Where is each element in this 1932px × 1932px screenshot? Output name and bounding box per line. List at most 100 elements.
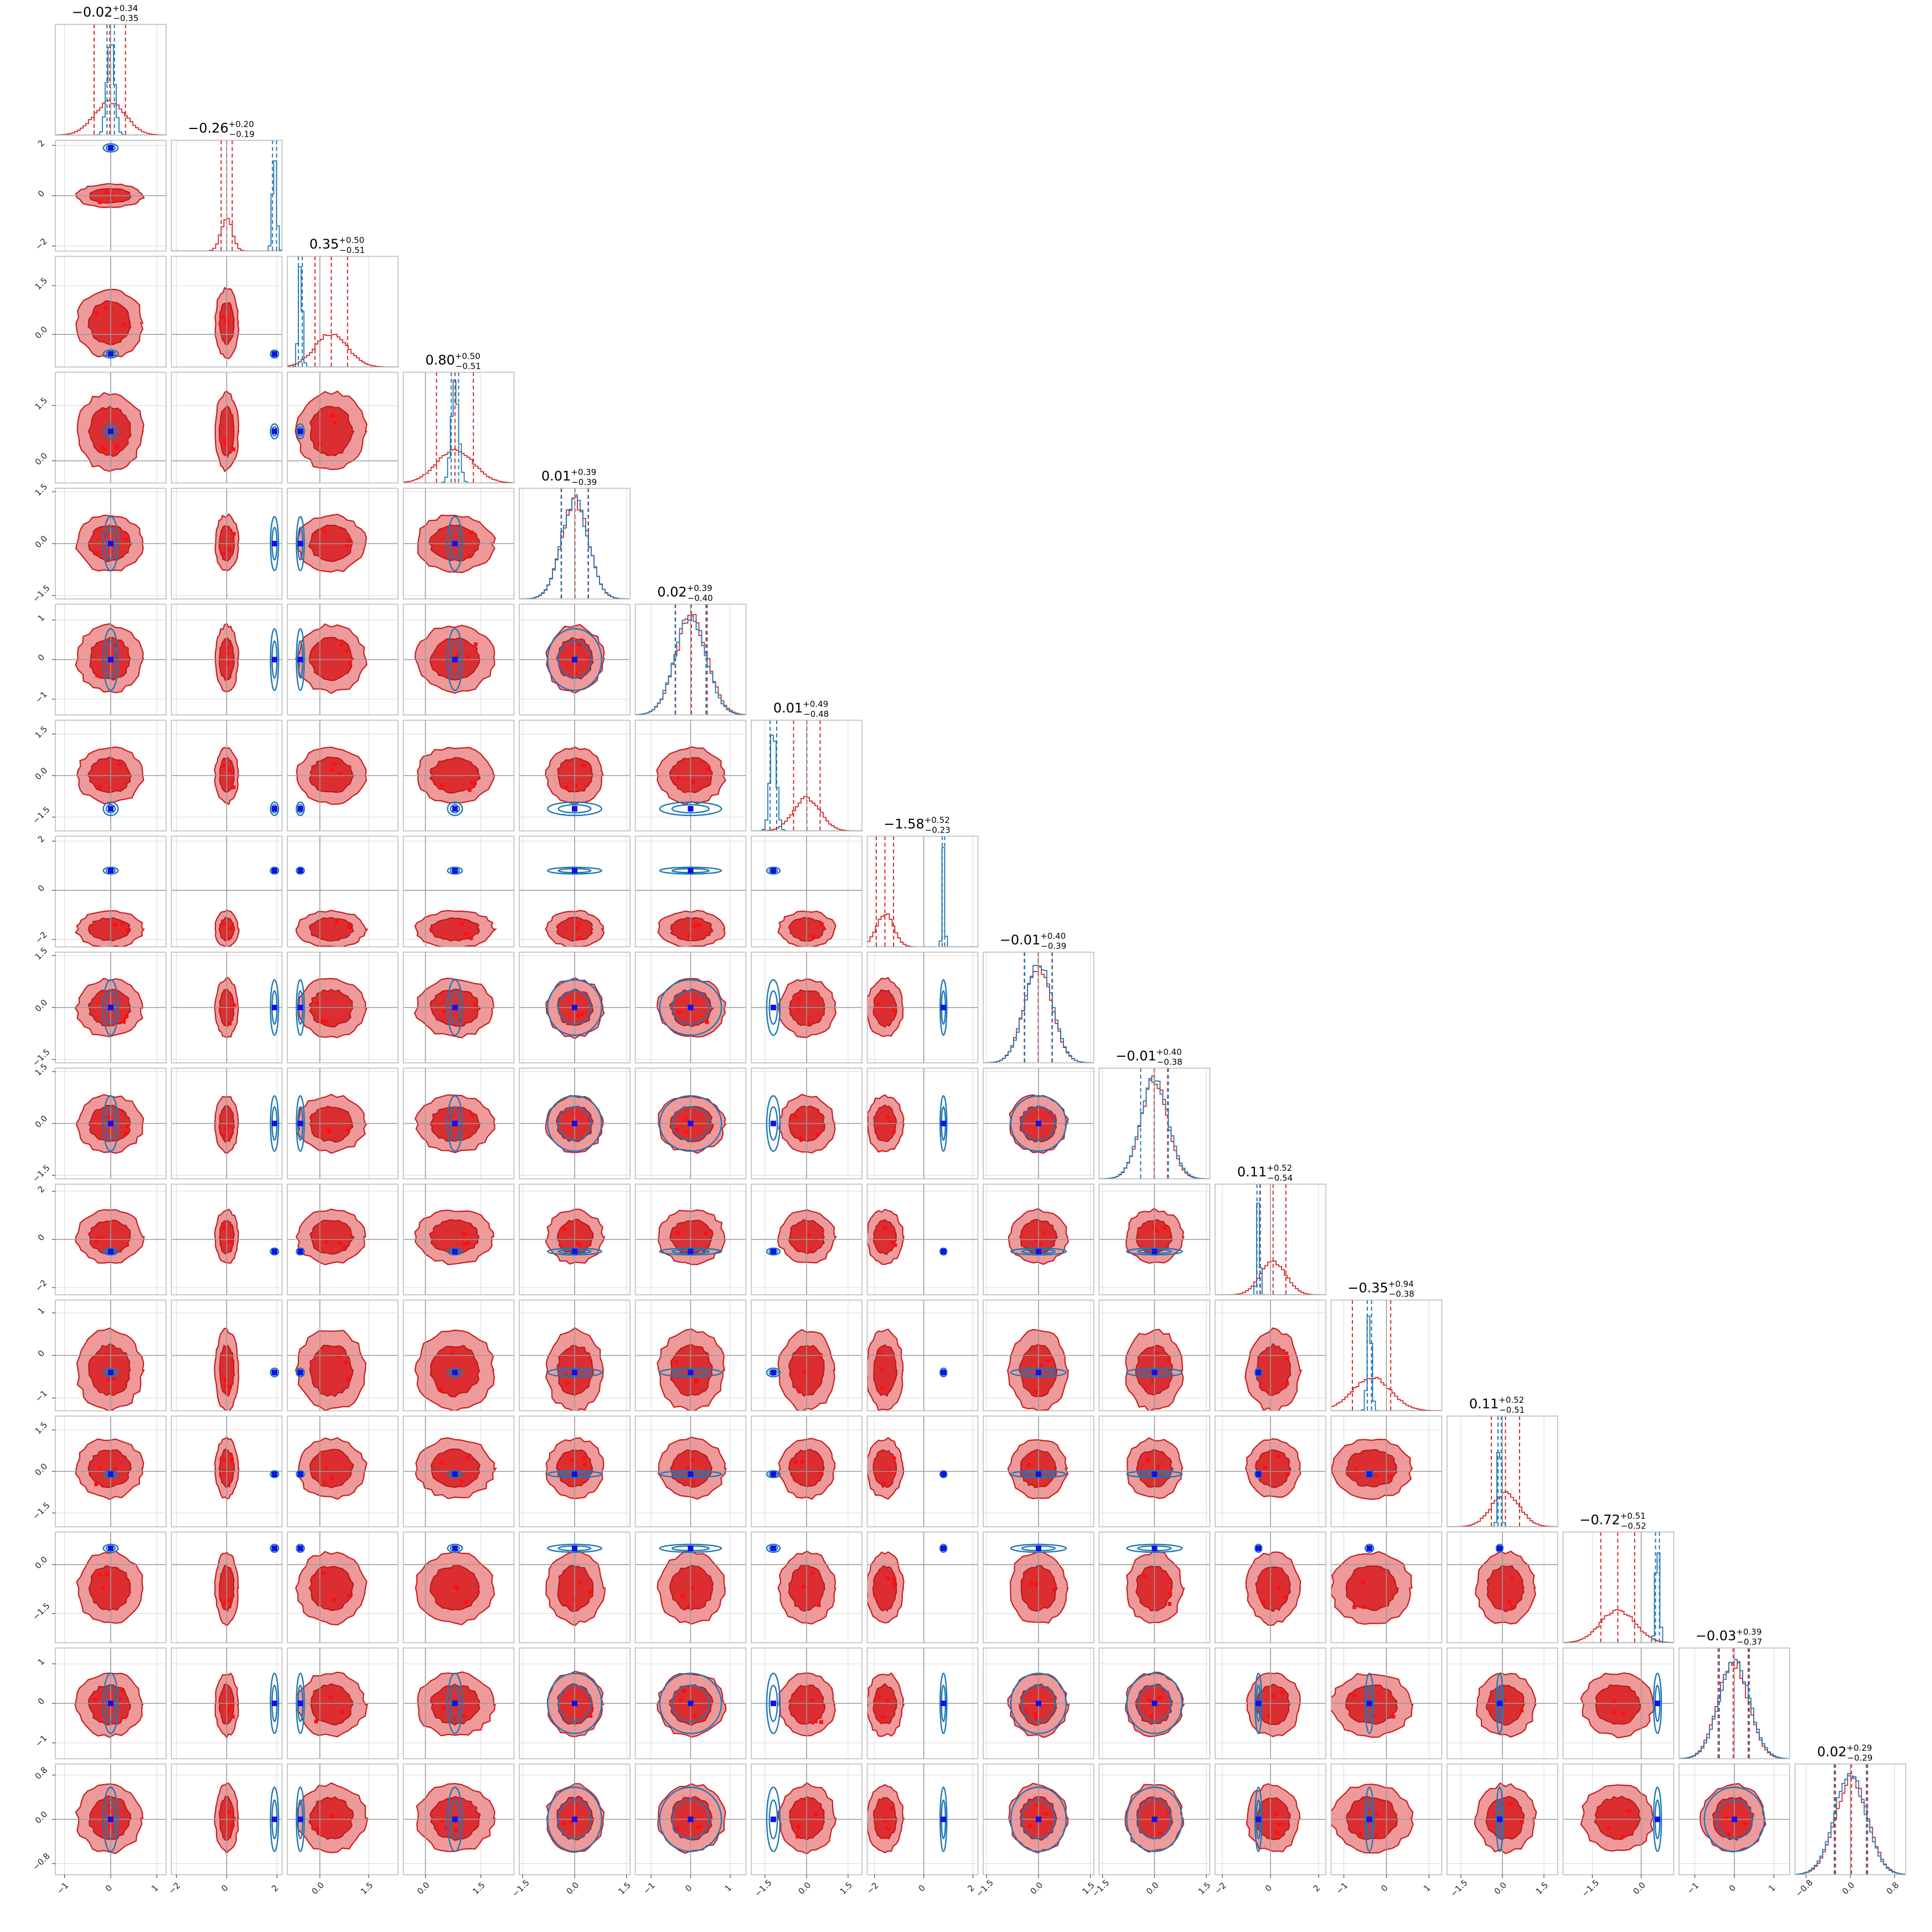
title-value: 0.02 <box>1817 1744 1846 1760</box>
sample-point <box>1033 1390 1037 1394</box>
sample-point <box>883 1226 887 1230</box>
y-tick-label: −2 <box>33 236 49 252</box>
axes-frame <box>1098 1531 1211 1644</box>
y-tick-label: 2 <box>36 834 47 844</box>
truth-marker <box>1366 1545 1372 1551</box>
contour-panel-15-7: −2 0 2 <box>865 1763 979 1896</box>
sample-point <box>227 1384 231 1388</box>
contour-panel-12-7 <box>866 1416 979 1527</box>
sample-point <box>1143 1574 1147 1578</box>
blue-contour-outer <box>102 979 119 1036</box>
sample-point <box>819 922 824 926</box>
axes-frame <box>634 835 747 948</box>
sample-point <box>577 936 582 941</box>
red-contour-inner <box>1595 1684 1642 1725</box>
truth-marker <box>1366 1701 1372 1706</box>
blue-contour-outer <box>1254 1470 1263 1479</box>
truth-marker <box>108 1248 113 1254</box>
sample-point <box>97 200 102 204</box>
sample-point <box>1275 1831 1279 1836</box>
truth-marker <box>108 1370 113 1376</box>
sample-point <box>681 1689 686 1693</box>
sample-point <box>885 1698 890 1702</box>
y-tick-label: −2 <box>33 929 49 945</box>
truth-marker <box>452 867 458 874</box>
axes-frame <box>1678 1647 1790 1759</box>
sample-point <box>123 1132 127 1136</box>
sample-point <box>809 1698 814 1703</box>
truth-marker <box>572 1370 577 1376</box>
sample-point <box>1520 1708 1524 1713</box>
truth-marker <box>297 657 303 663</box>
truth-marker <box>941 1816 947 1822</box>
contour-panel-13-5 <box>634 1531 747 1644</box>
blue-contour-outer <box>102 423 119 440</box>
title-minus: −0.51 <box>456 361 481 371</box>
sample-point <box>106 1378 111 1382</box>
contour-panel-14-3 <box>402 1647 515 1759</box>
blue-contour-inner <box>1137 1685 1172 1722</box>
sample-point <box>115 445 120 449</box>
blue-contour-outer <box>102 1247 119 1256</box>
sample-point <box>107 1115 112 1119</box>
red-contour-inner <box>1345 1566 1399 1611</box>
x-tick-label: −1.5 <box>1448 1878 1469 1899</box>
contour-panel-14-8 <box>983 1647 1094 1759</box>
blue-contour-outer <box>659 1470 722 1479</box>
y-tick-label: 0.0 <box>33 451 50 467</box>
sample-point <box>889 1806 893 1811</box>
truth-marker <box>1366 1471 1372 1477</box>
histogram-title-9: −0.01+0.40 −0.38 <box>1115 1047 1182 1067</box>
blue-contour-outer <box>939 1247 948 1256</box>
sample-point <box>1154 1228 1159 1233</box>
blue-contour-outer <box>547 1367 602 1378</box>
sample-point <box>793 1114 798 1119</box>
contour-panel-13-0: −1.5 0.0 <box>30 1531 167 1644</box>
sample-point <box>458 542 463 546</box>
y-tick-label: 0 <box>36 1348 47 1358</box>
contour-panel-12-2 <box>287 1416 399 1527</box>
contour-panel-12-0: −1.5 0.0 1.5 <box>30 1416 167 1527</box>
y-tick-label: 0.0 <box>33 1461 50 1478</box>
sample-point <box>882 1481 886 1485</box>
histogram-panel-1: −0.26+0.20 −0.19 <box>171 120 283 252</box>
truth-marker <box>572 1120 577 1127</box>
truth-marker <box>297 1471 303 1477</box>
truth-marker <box>108 428 113 435</box>
axes-frame <box>1330 1531 1443 1644</box>
truth-marker <box>271 1701 277 1706</box>
x-tick-label: 1 <box>149 1883 160 1893</box>
truth-marker <box>941 1471 947 1477</box>
blue-contour-inner <box>450 1106 461 1141</box>
axes-frame <box>1098 1067 1211 1180</box>
contour-panel-14-4 <box>519 1647 631 1759</box>
blue-contour-outer <box>296 1095 305 1152</box>
axes-frame <box>983 1299 1094 1412</box>
sample-point <box>818 1353 823 1357</box>
y-tick-label: −1.5 <box>30 1163 51 1184</box>
sample-point <box>345 543 349 547</box>
truth-marker <box>108 351 113 357</box>
sample-point <box>322 529 326 533</box>
axes-frame <box>866 952 979 1063</box>
y-tick-label: 0 <box>36 1232 47 1243</box>
contour-panel-4-2 <box>287 488 399 600</box>
sample-point <box>222 1458 226 1462</box>
title-plus: +0.52 <box>1267 1163 1292 1173</box>
axes-frame <box>983 1647 1094 1759</box>
contour-panel-14-7 <box>866 1647 979 1759</box>
sample-point <box>330 767 334 772</box>
truth-marker <box>271 1816 277 1822</box>
histogram-title-15: 0.02+0.29 −0.29 <box>1817 1743 1872 1763</box>
axes-frame <box>751 952 862 1063</box>
blue-contour-inner <box>105 426 116 437</box>
blue-contour-outer <box>1364 1672 1375 1734</box>
truth-marker <box>108 1816 113 1822</box>
contour-panel-15-6: −1.5 0.0 1.5 <box>751 1763 862 1899</box>
truth-marker <box>688 1370 694 1376</box>
y-tick-label: −1 <box>33 1733 49 1749</box>
axes-frame <box>634 603 747 716</box>
sample-point <box>1029 1581 1034 1585</box>
red-contour-inner <box>1485 1795 1525 1840</box>
title-minus: −0.48 <box>803 709 829 719</box>
